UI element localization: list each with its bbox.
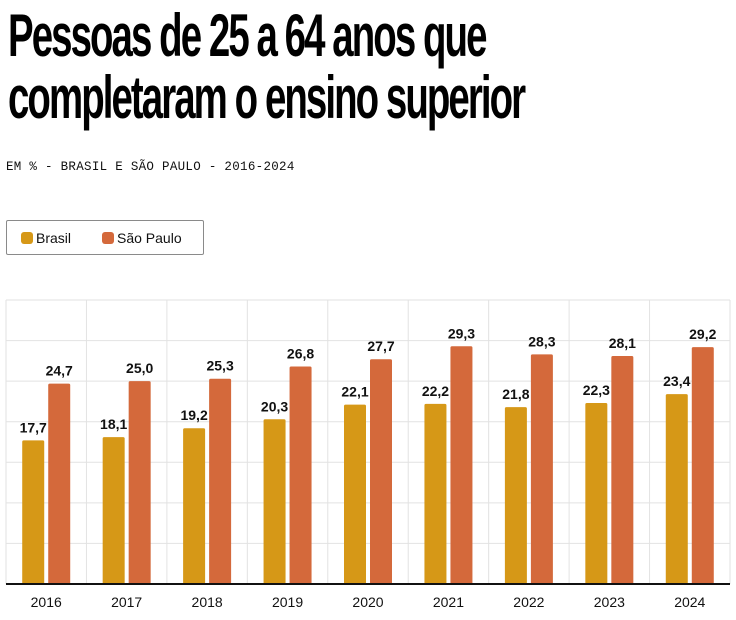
bar-brasil-2021 [424,403,447,584]
legend-item-sao-paulo: São Paulo [102,230,182,246]
x-tick-label: 2019 [272,594,303,610]
data-label-brasil-2022: 21,8 [502,386,529,402]
data-label-s-o-paulo-2020: 27,7 [367,338,394,354]
x-tick-label: 2024 [674,594,705,610]
x-tick-label: 2021 [433,594,464,610]
bar-s-o-paulo-2016 [48,383,71,584]
legend-label-brasil: Brasil [36,230,72,246]
bar-brasil-2023 [585,403,608,584]
x-tick-label: 2022 [513,594,544,610]
data-label-s-o-paulo-2018: 25,3 [206,358,233,374]
data-label-brasil-2018: 19,2 [180,407,207,423]
x-tick-label: 2017 [111,594,142,610]
bar-brasil-2022 [504,407,527,584]
chart-subtitle: EM % - BRASIL E SÃO PAULO - 2016-2024 [6,160,295,174]
data-label-s-o-paulo-2017: 25,0 [126,360,153,376]
legend: Brasil São Paulo [6,220,204,255]
x-tick-label: 2023 [594,594,625,610]
bar-brasil-2020 [344,404,366,584]
chart-title: Pessoas de 25 a 64 anos que completaram … [8,2,526,131]
data-label-s-o-paulo-2022: 28,3 [528,333,555,349]
legend-swatch-brasil [21,232,33,244]
data-label-brasil-2021: 22,2 [422,383,449,399]
chart-title-line-1: Pessoas de 25 a 64 anos que [8,2,487,69]
bar-s-o-paulo-2024 [691,347,714,584]
bar-brasil-2017 [102,437,125,584]
legend-item-brasil: Brasil [21,230,71,246]
data-label-brasil-2017: 18,1 [100,416,127,432]
data-label-brasil-2019: 20,3 [261,398,288,414]
x-tick-label: 2018 [192,594,223,610]
bar-s-o-paulo-2022 [530,354,553,584]
data-label-brasil-2020: 22,1 [341,384,368,400]
data-label-s-o-paulo-2019: 26,8 [287,346,314,362]
bar-s-o-paulo-2020 [370,359,392,584]
data-label-brasil-2024: 23,4 [663,373,690,389]
data-label-s-o-paulo-2021: 29,3 [448,325,475,341]
bar-s-o-paulo-2023 [611,355,634,584]
bar-brasil-2019 [263,419,286,584]
data-label-brasil-2023: 22,3 [583,382,610,398]
data-label-s-o-paulo-2024: 29,2 [689,326,716,342]
legend-swatch-sao-paulo [102,232,114,244]
bar-s-o-paulo-2018 [209,378,232,584]
chart-title-line-2: completaram o ensino superior [8,64,526,131]
bar-brasil-2018 [183,428,206,584]
x-tick-label: 2016 [31,594,62,610]
data-label-s-o-paulo-2016: 24,7 [46,363,73,379]
bar-brasil-2016 [22,440,45,584]
bar-s-o-paulo-2017 [128,381,151,584]
data-label-s-o-paulo-2023: 28,1 [609,335,636,351]
x-tick-label: 2020 [352,594,383,610]
legend-label-sao-paulo: São Paulo [117,230,182,246]
data-label-brasil-2016: 17,7 [20,419,47,435]
bar-s-o-paulo-2021 [450,346,473,584]
bar-s-o-paulo-2019 [289,366,312,584]
bar-brasil-2024 [665,394,688,584]
bar-chart: 17,7 24,7 2016 18,1 25,0 2017 19,2 25,3 2018 20,3… [5,299,731,610]
